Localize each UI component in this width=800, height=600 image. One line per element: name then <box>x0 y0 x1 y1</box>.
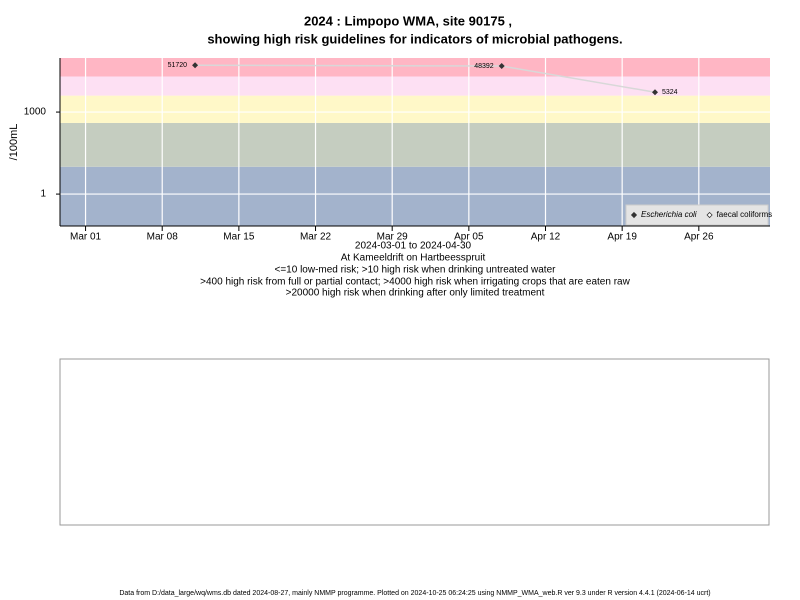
data-point <box>652 89 659 96</box>
data-label: 51720 <box>168 62 188 69</box>
x-tick-label: Apr 26 <box>684 232 714 243</box>
legend-label: Escherichia coli <box>641 210 697 219</box>
legend-label: faecal coliforms <box>717 210 773 219</box>
x-axis-label: 2024-03-01 to 2024-04-30 <box>355 241 472 252</box>
note: >20000 high risk when drinking after onl… <box>286 288 545 299</box>
y-tick-label: 1 <box>40 189 46 200</box>
x-tick-label: Mar 15 <box>223 232 255 243</box>
y-tick-label: 1000 <box>24 107 47 118</box>
x-tick-label: Mar 01 <box>70 232 102 243</box>
legend-box <box>625 204 769 226</box>
x-tick-label: Apr 12 <box>531 232 561 243</box>
data-label: 48392 <box>474 63 494 70</box>
chart-title: showing high risk guidelines for indicat… <box>207 31 622 46</box>
x-tick-label: Apr 05 <box>454 232 484 243</box>
chart-title: 2024 : Limpopo WMA, site 90175 , <box>304 13 512 28</box>
data-point <box>498 63 505 70</box>
y-axis-label: /100mL <box>8 124 20 161</box>
empty-panel <box>59 358 770 526</box>
note: >400 high risk from full or partial cont… <box>200 277 630 288</box>
x-tick-label: Mar 29 <box>377 232 409 243</box>
data-label: 5324 <box>662 89 678 96</box>
x-tick-label: Mar 08 <box>147 232 179 243</box>
legend-marker <box>706 211 713 219</box>
risk-band <box>60 95 770 123</box>
note: At Kameeldrift on Hartbeesspruit <box>341 253 486 264</box>
risk-band <box>60 122 770 167</box>
data-point <box>192 62 199 69</box>
risk-band <box>60 58 770 77</box>
x-tick-label: Apr 19 <box>607 232 637 243</box>
x-tick-label: Mar 22 <box>300 232 332 243</box>
note: <=10 low-med risk; >10 high risk when dr… <box>275 265 557 276</box>
legend-marker <box>630 211 638 219</box>
footer: Data from D:/data_large/wq/wms.db dated … <box>119 590 710 597</box>
